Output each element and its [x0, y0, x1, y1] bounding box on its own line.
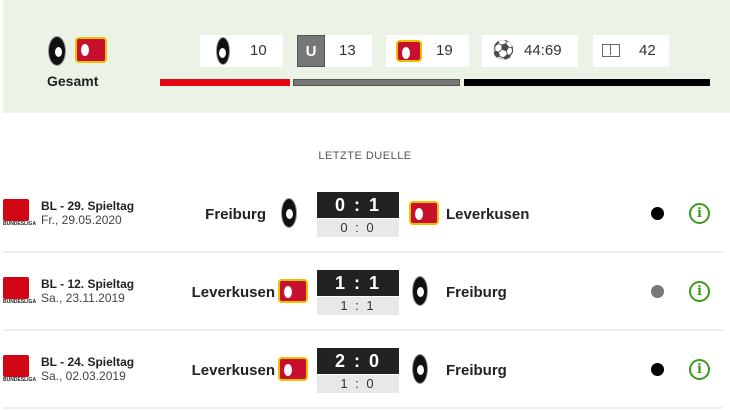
- draws-count: 13: [339, 42, 356, 59]
- freiburg-crest-icon: [412, 354, 428, 384]
- final-score: 2 : 0: [317, 348, 399, 374]
- leverkusen-wins-box: 19: [386, 35, 469, 67]
- match-date: Fr., 29.05.2020: [41, 213, 122, 227]
- summary-label: Gesamt: [47, 73, 99, 89]
- leverkusen-crest-icon: [278, 357, 308, 381]
- away-team[interactable]: Leverkusen: [446, 206, 530, 223]
- matches-box: 42: [593, 35, 669, 67]
- match-date: Sa., 23.11.2019: [41, 291, 125, 305]
- match-row[interactable]: BUNDESLIGA BL - 24. Spieltag Sa., 02.03.…: [3, 331, 723, 409]
- match-competition: BL - 12. Spieltag Sa., 23.11.2019: [41, 277, 134, 305]
- leverkusen-crest-icon: [396, 40, 422, 62]
- leverkusen-wins: 19: [436, 42, 453, 59]
- halftime-score: 1 : 1: [317, 297, 399, 315]
- info-icon[interactable]: i: [689, 203, 710, 224]
- final-score: 0 : 1: [317, 192, 399, 218]
- score[interactable]: 0 : 1 0 : 0: [317, 192, 399, 237]
- bundesliga-logo-icon: BUNDESLIGA: [3, 355, 36, 387]
- competition-label: BL - 29. Spieltag: [41, 199, 135, 213]
- result-dot-icon: [651, 285, 664, 298]
- score[interactable]: 1 : 1 1 : 1: [317, 270, 399, 315]
- freiburg-crest-icon: [412, 276, 428, 306]
- freiburg-crest-icon: [48, 36, 66, 66]
- away-team[interactable]: Freiburg: [446, 284, 507, 301]
- home-team[interactable]: Leverkusen: [191, 284, 275, 301]
- match-date: Sa., 02.03.2019: [41, 369, 126, 383]
- match-competition: BL - 29. Spieltag Fr., 29.05.2020: [41, 199, 134, 227]
- leverkusen-wins-bar: [464, 79, 710, 86]
- freiburg-wins: 10: [250, 42, 267, 59]
- football-icon: ⚽: [492, 40, 515, 60]
- info-icon[interactable]: i: [689, 359, 710, 380]
- goals: 44:69: [524, 42, 562, 59]
- leverkusen-crest-icon: [75, 37, 107, 63]
- freiburg-crest-icon: [216, 37, 230, 65]
- matches-count: 42: [639, 42, 656, 59]
- match-competition: BL - 24. Spieltag Sa., 02.03.2019: [41, 355, 134, 383]
- home-team[interactable]: Freiburg: [205, 206, 266, 223]
- freiburg-wins-bar: [160, 79, 290, 86]
- halftime-score: 1 : 0: [317, 375, 399, 393]
- draws-box: U 13: [297, 35, 372, 67]
- competition-label: BL - 24. Spieltag: [41, 355, 135, 369]
- leverkusen-crest-icon: [409, 201, 439, 225]
- away-team[interactable]: Freiburg: [446, 362, 507, 379]
- score[interactable]: 2 : 0 1 : 0: [317, 348, 399, 393]
- match-row[interactable]: BUNDESLIGA BL - 12. Spieltag Sa., 23.11.…: [3, 253, 723, 331]
- bundesliga-logo-icon: BUNDESLIGA: [3, 199, 36, 231]
- final-score: 1 : 1: [317, 270, 399, 296]
- freiburg-wins-box: 10: [200, 35, 283, 67]
- home-team[interactable]: Leverkusen: [191, 362, 275, 379]
- leverkusen-crest-icon: [278, 279, 308, 303]
- draws-badge: U: [297, 35, 325, 67]
- section-title: LETZTE DUELLE: [318, 150, 412, 162]
- pitch-icon: [602, 44, 620, 57]
- draws-bar: [293, 79, 460, 86]
- bundesliga-logo-icon: BUNDESLIGA: [3, 277, 36, 309]
- info-icon[interactable]: i: [689, 281, 710, 302]
- competition-label: BL - 12. Spieltag: [41, 277, 135, 291]
- result-dot-icon: [651, 363, 664, 376]
- halftime-score: 0 : 0: [317, 219, 399, 237]
- freiburg-crest-icon: [281, 198, 297, 228]
- goals-box: ⚽ 44:69: [482, 35, 578, 67]
- result-dot-icon: [651, 207, 664, 220]
- match-row[interactable]: BUNDESLIGA BL - 29. Spieltag Fr., 29.05.…: [3, 175, 723, 253]
